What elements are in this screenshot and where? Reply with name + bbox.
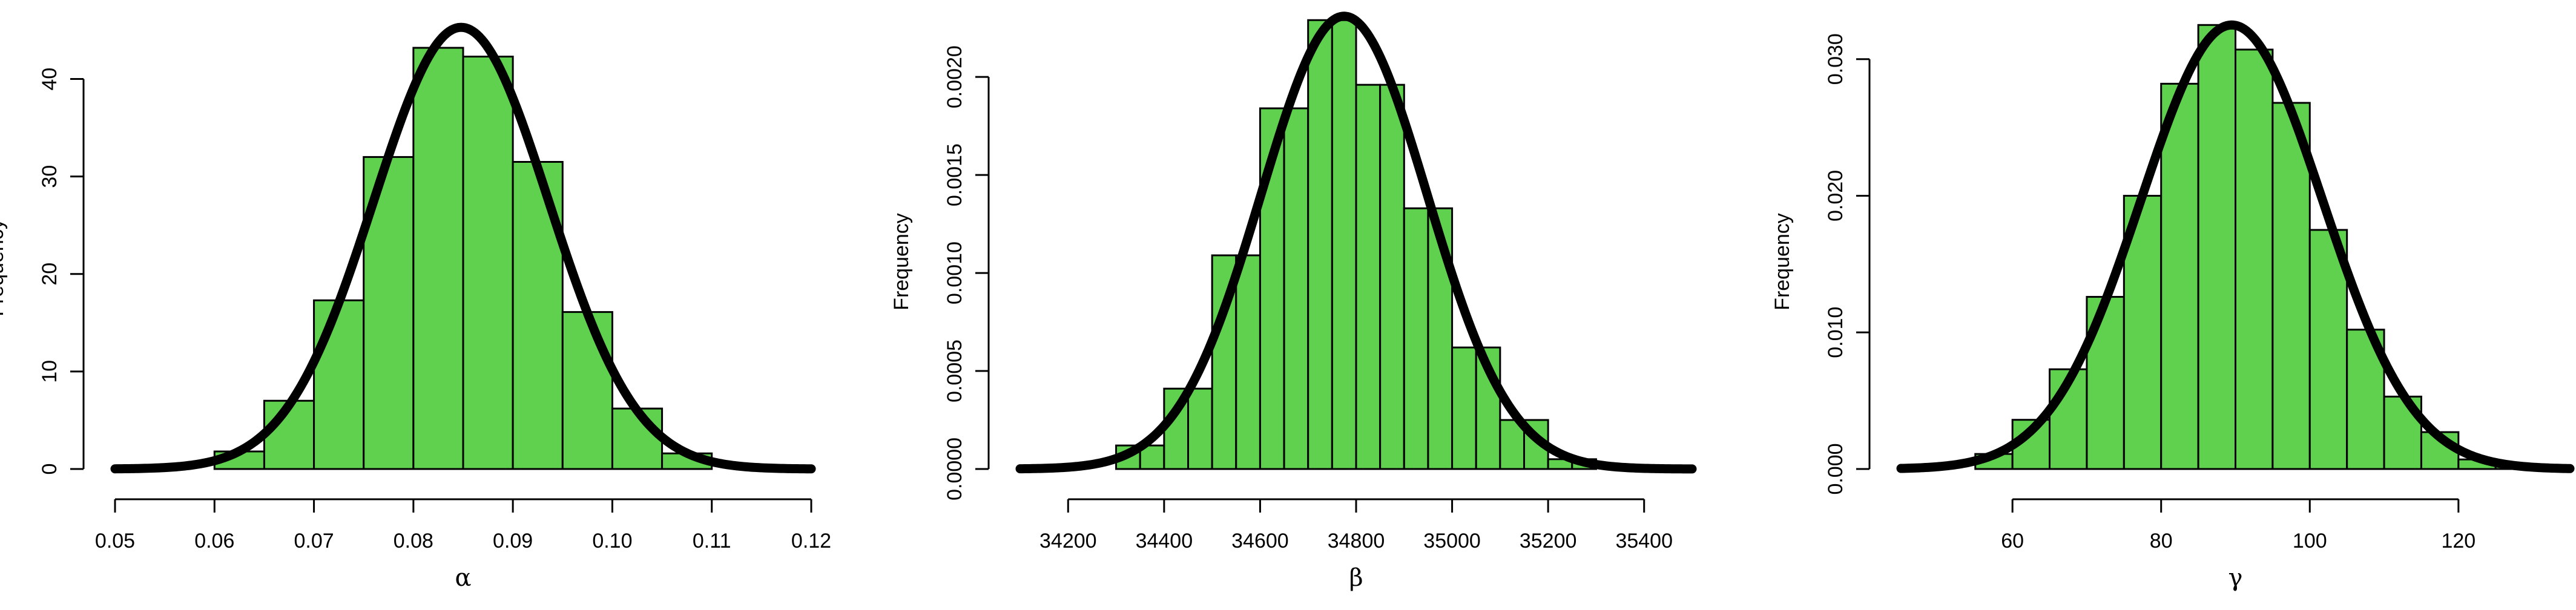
x-tick-label-beta: 34200	[1039, 530, 1097, 553]
histogram-bar-beta	[1499, 419, 1526, 470]
panel-beta: 34200 34400 34600 34800 35000 35200 35400 0.000…	[890, 11, 1697, 592]
histogram-bar-beta	[1187, 387, 1213, 470]
y-axis-title-gamma: Frequency	[1771, 213, 1794, 310]
y-axis-title-beta: Frequency	[890, 213, 913, 310]
histogram-bar-beta	[1307, 19, 1333, 470]
y-tick-label-beta: 0.0010	[943, 241, 966, 304]
histogram-bar-alpha	[611, 407, 664, 470]
x-tick-label-beta: 34400	[1136, 530, 1193, 553]
x-tick-label-alpha: 0.12	[791, 530, 831, 553]
y-axis-title-alpha: Frequency	[0, 219, 8, 316]
y-tick-label-alpha: 0	[38, 464, 61, 475]
density-curve-alpha	[110, 22, 816, 474]
histogram-bar-beta	[1379, 84, 1405, 470]
histogram-bar-beta	[1403, 207, 1429, 470]
y-tick-label-alpha: 10	[38, 360, 61, 383]
x-tick-label-alpha: 0.05	[95, 530, 135, 553]
histogram-bar-beta	[1451, 346, 1477, 470]
x-tick-label-beta: 35000	[1423, 530, 1481, 553]
density-curve-gamma	[1896, 20, 2575, 473]
y-tick-label-beta: 0.0020	[943, 45, 966, 108]
y-tick-label-alpha: 40	[38, 68, 61, 91]
y-tick-label-gamma: 0.010	[1824, 307, 1847, 358]
y-tick-label-beta: 0.0015	[943, 143, 966, 206]
y-tick-label-gamma: 0.020	[1824, 170, 1847, 221]
histogram-bar-alpha	[313, 299, 365, 470]
y-tick-label-beta: 0.0005	[943, 339, 966, 402]
histogram-bar-gamma	[2235, 48, 2274, 470]
histogram-bar-beta	[1355, 84, 1382, 470]
x-tick-label-beta: 35400	[1615, 530, 1673, 553]
x-tick-label-alpha: 0.11	[693, 530, 731, 553]
y-tick-label-gamma: 0.030	[1824, 33, 1847, 85]
x-tick-label-alpha: 0.06	[194, 530, 234, 553]
y-tick-label-beta: 0.0000	[943, 438, 966, 500]
x-tick-label-gamma: 80	[2150, 530, 2173, 553]
x-tick-label-alpha: 0.10	[592, 530, 632, 553]
panel-gamma: 60 80 100 120 0.000 0.010 0.020 0.030 Frequency γ	[1771, 20, 2575, 592]
x-tick-label-gamma: 60	[2001, 530, 2024, 553]
histogram-bar-beta	[1331, 19, 1357, 470]
histogram-bar-alpha	[462, 56, 514, 470]
x-tick-label-alpha: 0.09	[493, 530, 533, 553]
x-axis-title-alpha: α	[455, 564, 471, 592]
histogram-bar-beta	[1235, 254, 1261, 470]
x-axis-title-gamma: γ	[2228, 564, 2243, 592]
panel-alpha: 0.05 0.06 0.07 0.08 0.09 0.10 0.11 0.12 0 10 20 30 4…	[0, 22, 831, 592]
histogram-bar-gamma	[2160, 82, 2199, 470]
x-tick-label-beta: 34800	[1328, 530, 1385, 553]
histogram-bar-gamma	[2197, 24, 2236, 470]
histogram-bar-alpha	[561, 311, 613, 470]
density-curve-beta	[1015, 11, 1697, 474]
x-tick-label-gamma: 100	[2293, 530, 2327, 553]
y-tick-label-alpha: 30	[38, 165, 61, 188]
x-axis-title-beta: β	[1349, 564, 1363, 592]
x-tick-label-alpha: 0.08	[394, 530, 433, 553]
x-tick-label-beta: 35200	[1520, 530, 1577, 553]
x-tick-label-beta: 34600	[1231, 530, 1289, 553]
histogram-bar-alpha	[412, 47, 464, 470]
x-tick-label-alpha: 0.07	[294, 530, 334, 553]
histogram-bar-gamma	[2271, 102, 2311, 470]
x-tick-label-gamma: 120	[2441, 530, 2476, 553]
y-tick-label-gamma: 0.000	[1824, 443, 1847, 494]
y-tick-label-alpha: 20	[38, 263, 61, 286]
histogram-bar-beta	[1283, 107, 1309, 470]
